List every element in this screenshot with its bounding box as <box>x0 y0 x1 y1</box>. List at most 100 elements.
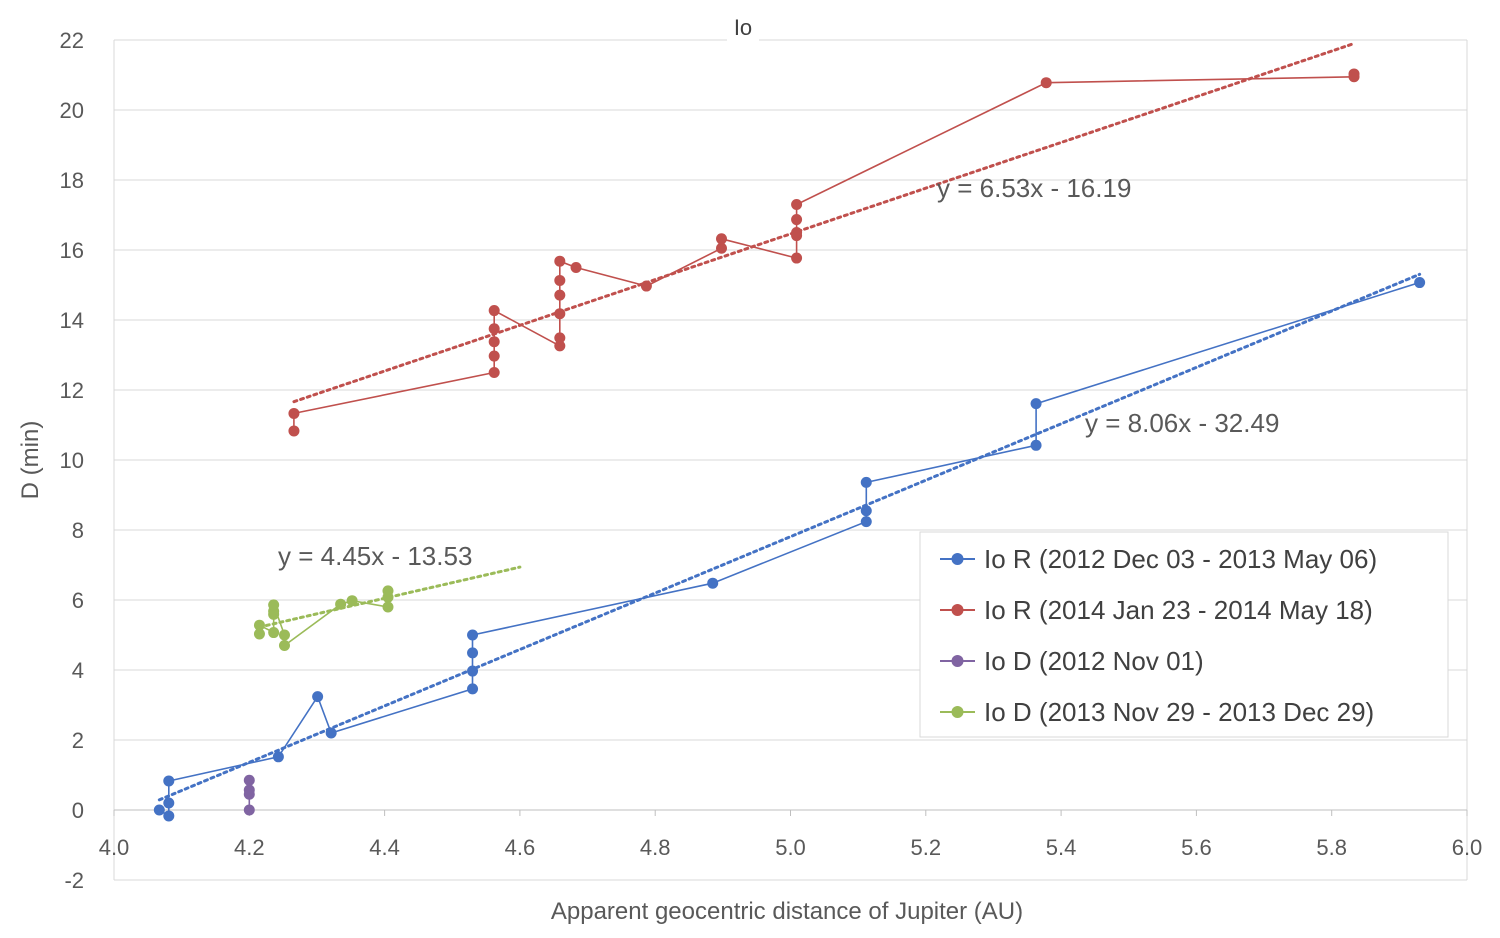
data-point <box>243 774 255 786</box>
legend: Io R (2012 Dec 03 - 2013 May 06) Io R (20… <box>919 531 1449 738</box>
legend-label: Io D (2013 Nov 29 - 2013 Dec 29) <box>984 697 1374 727</box>
data-point <box>272 751 284 763</box>
x-tick-label: 5.4 <box>1046 835 1077 860</box>
trendline <box>292 42 1356 404</box>
x-tick-label: 4.8 <box>640 835 671 860</box>
data-point <box>467 683 479 695</box>
series-2 <box>243 774 255 816</box>
data-point <box>715 242 727 254</box>
y-tick-label: 8 <box>72 518 84 543</box>
data-point <box>488 350 500 362</box>
y-axis-title: D (min) <box>17 421 44 500</box>
data-point <box>382 585 394 597</box>
legend-swatch-marker <box>951 655 964 667</box>
legend-label: Io R (2014 Jan 23 - 2014 May 18) <box>984 595 1373 625</box>
chart-title: Io <box>734 15 752 40</box>
data-point <box>554 332 566 344</box>
x-tick-label: 4.0 <box>99 835 130 860</box>
series-1 <box>288 68 1360 437</box>
data-point <box>1030 398 1042 410</box>
legend-swatch-marker <box>951 553 964 565</box>
legend-swatch-marker <box>951 604 964 616</box>
y-tick-label: 18 <box>60 168 84 193</box>
series-0 <box>153 277 1426 822</box>
y-tick-label: 6 <box>72 588 84 613</box>
gridlines <box>114 39 1467 881</box>
data-point <box>791 227 803 238</box>
data-point <box>288 407 300 419</box>
data-point <box>488 323 500 335</box>
x-tick-label: 4.4 <box>369 835 400 860</box>
data-point <box>243 804 255 816</box>
data-point <box>1348 68 1360 80</box>
trendline <box>157 272 1422 802</box>
data-point <box>640 280 652 292</box>
legend-box <box>919 531 1449 738</box>
x-tick-label: 4.2 <box>234 835 265 860</box>
y-tick-label: 12 <box>60 378 84 403</box>
data-point <box>860 476 872 488</box>
data-point <box>707 577 719 589</box>
legend-label: Io R (2012 Dec 03 - 2013 May 06) <box>984 544 1377 574</box>
data-point <box>278 640 290 651</box>
series-3 <box>253 585 394 651</box>
data-point <box>860 505 872 517</box>
trendline-label-io-r-2014: y = 6.53x - 16.19 <box>937 173 1131 203</box>
data-point <box>467 629 479 641</box>
data-point <box>253 619 265 631</box>
data-point <box>554 274 566 286</box>
data-point <box>335 598 347 610</box>
y-tick-label: 10 <box>60 448 84 473</box>
axes: -2 0 2 4 6 8 10 12 14 16 18 20 22 4.0 4.2 4.4 4.6 4.8 5.0 5… <box>60 28 1483 893</box>
x-tick-label: 6.0 <box>1452 835 1483 860</box>
y-tick-label: 16 <box>60 238 84 263</box>
y-tick-label: 14 <box>60 308 84 333</box>
legend-swatch-marker <box>951 706 964 718</box>
data-point <box>1030 439 1042 451</box>
data-point <box>1414 277 1426 289</box>
data-point <box>268 627 280 639</box>
data-point <box>382 601 394 613</box>
x-tick-label: 5.2 <box>911 835 942 860</box>
data-point <box>715 233 727 245</box>
series-line <box>293 74 1355 431</box>
data-point <box>488 305 500 317</box>
x-axis-title: Apparent geocentric distance of Jupiter … <box>551 898 1023 925</box>
y-tick-label: 4 <box>72 658 84 683</box>
data-point <box>791 199 803 210</box>
data-point <box>253 628 265 640</box>
trendline-label-io-r-2012: y = 8.06x - 32.49 <box>1085 408 1279 438</box>
x-tick-label: 4.6 <box>505 835 536 860</box>
data-series <box>153 68 1426 822</box>
data-point <box>467 665 479 677</box>
y-tick-label: 0 <box>72 798 84 823</box>
series-line <box>258 590 389 648</box>
data-point <box>488 367 500 378</box>
data-point <box>153 804 165 816</box>
data-point <box>278 629 290 641</box>
trendline-label-io-d-2013: y = 4.45x - 13.53 <box>278 541 472 571</box>
data-point <box>554 289 566 301</box>
x-tick-label: 5.8 <box>1316 835 1347 860</box>
title-background <box>727 14 759 42</box>
y-tick-label: 20 <box>60 98 84 123</box>
data-point <box>268 599 280 611</box>
legend-label: Io D (2012 Nov 01) <box>984 646 1204 676</box>
data-point <box>570 262 582 273</box>
data-point <box>554 255 566 267</box>
data-point <box>1040 77 1052 89</box>
data-point <box>312 691 324 703</box>
y-tick-label: 22 <box>60 28 84 53</box>
x-tick-label: 5.0 <box>775 835 806 860</box>
data-point <box>346 595 358 607</box>
data-point <box>791 252 803 264</box>
data-point <box>467 647 479 659</box>
data-point <box>554 308 566 320</box>
data-point <box>325 727 337 739</box>
y-tick-label: 2 <box>72 728 84 753</box>
y-tick-label: -2 <box>64 868 84 893</box>
x-tick-label: 5.6 <box>1181 835 1212 860</box>
data-point <box>163 810 175 822</box>
